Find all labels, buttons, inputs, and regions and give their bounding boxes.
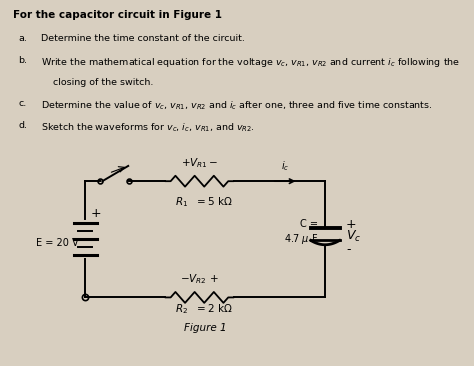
Text: Write the mathematical equation for the voltage $v_c$, $v_{R1}$, $v_{R2}$ and cu: Write the mathematical equation for the … [41,56,461,69]
Text: c.: c. [18,100,27,108]
Text: C =: C = [300,219,318,229]
Text: Determine the time constant of the circuit.: Determine the time constant of the circu… [41,34,245,43]
Text: $- V_{R2}$ +: $- V_{R2}$ + [180,272,219,286]
Text: +: + [346,218,357,231]
Text: d.: d. [18,121,27,130]
Text: $i_c$: $i_c$ [281,160,289,173]
Text: closing of the switch.: closing of the switch. [41,78,154,87]
Text: $+V_{R1}-$: $+V_{R1}-$ [181,156,218,169]
Text: a.: a. [18,34,27,43]
Text: Determine the value of $v_c$, $v_{R1}$, $v_{R2}$ and $i_c$ after one, three and : Determine the value of $v_c$, $v_{R1}$, … [41,100,433,112]
Text: +: + [91,207,101,220]
Text: b.: b. [18,56,27,65]
Text: Sketch the waveforms for $v_c$, $i_c$, $v_{R1}$, and $v_{R2}$.: Sketch the waveforms for $v_c$, $i_c$, $… [41,121,255,134]
Text: 4.7 $\mu$ F: 4.7 $\mu$ F [284,232,318,246]
Text: $V_c$: $V_c$ [346,229,361,244]
Text: -: - [346,243,351,256]
Text: E = 20 V: E = 20 V [36,238,78,248]
Text: For the capacitor circuit in Figure 1: For the capacitor circuit in Figure 1 [13,11,222,20]
Text: = 5 k$\Omega$: = 5 k$\Omega$ [196,195,233,207]
Text: $R_1$: $R_1$ [175,195,188,209]
Text: = 2 k$\Omega$: = 2 k$\Omega$ [196,302,233,314]
Text: Figure 1: Figure 1 [184,323,227,333]
Text: $R_2$: $R_2$ [175,302,188,315]
